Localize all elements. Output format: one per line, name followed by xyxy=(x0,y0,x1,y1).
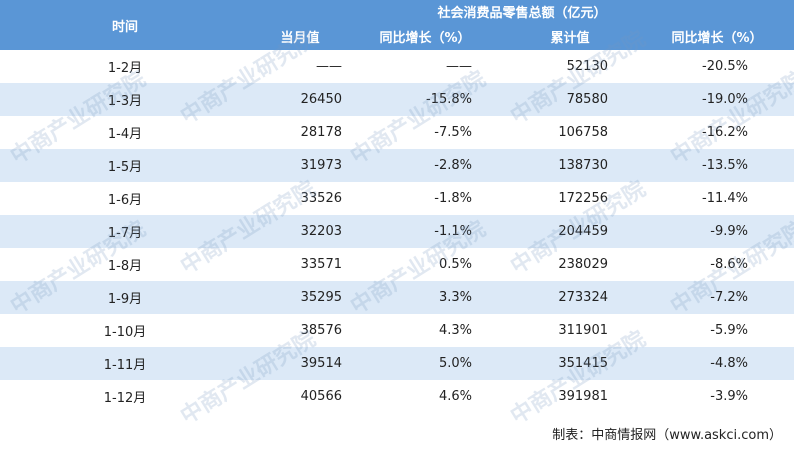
header-cell: 同比增长（%） xyxy=(350,22,500,50)
header-cell: 累计值 xyxy=(500,22,640,50)
table-cell: 0.5% xyxy=(438,257,472,272)
table-cell: 4.6% xyxy=(438,389,472,404)
table-cell: -15.8% xyxy=(350,83,500,116)
table-cell: 351415 xyxy=(500,347,640,380)
table-cell: 311901 xyxy=(558,323,608,338)
table-cell: 391981 xyxy=(558,389,608,404)
table-cell: 32203 xyxy=(250,215,350,248)
table-cell: -4.8% xyxy=(640,347,794,380)
table-cell: 204459 xyxy=(500,215,640,248)
table-cell: -5.9% xyxy=(710,323,749,338)
table-row: 1-3月 26450 -15.8% 78580 -19.0% xyxy=(0,83,794,116)
table-cell: 1-7月 xyxy=(0,215,250,248)
table-cell: 28178 xyxy=(300,125,342,140)
table-cell: -13.5% xyxy=(640,149,794,182)
table-cell: -19.0% xyxy=(640,83,794,116)
table-cell: 138730 xyxy=(500,149,640,182)
source-note: 制表：中商情报网（www.askci.com） xyxy=(552,428,782,443)
table-cell: 40566 xyxy=(300,389,342,404)
table-cell: -11.4% xyxy=(702,191,749,206)
table-row: 1-5月 31973 -2.8% 138730 -13.5% xyxy=(0,149,794,182)
table-cell: 1-3月 xyxy=(0,83,250,116)
table-cell: 52130 xyxy=(566,59,608,74)
table-cell: 33526 xyxy=(300,191,342,206)
table-cell: 31973 xyxy=(250,149,350,182)
table-cell: —— xyxy=(446,59,472,74)
table-cell: -2.8% xyxy=(350,149,500,182)
table-cell: 4.3% xyxy=(438,323,472,338)
table-cell: 1-5月 xyxy=(0,149,250,182)
table-row: 1-10月 38576 4.3% 311901 -5.9% xyxy=(0,314,794,347)
header-cell: 同比增长（%） xyxy=(640,22,794,50)
table-cell: 3.3% xyxy=(350,281,500,314)
header-cell: 社会消费品零售总额（亿元） xyxy=(250,0,794,22)
table-cell: 35295 xyxy=(250,281,350,314)
table-cell: 1-9月 xyxy=(0,281,250,314)
table-cell: 106758 xyxy=(558,125,608,140)
table-cell: 1-6月 xyxy=(107,193,143,208)
table-cell: 33571 xyxy=(300,257,342,272)
data-table: 时间 社会消费品零售总额（亿元） 当月值 同比增长（%） 累计值 同比增长（%） 1-… xyxy=(0,0,794,413)
table-cell: 39514 xyxy=(250,347,350,380)
table-cell: 38576 xyxy=(300,323,342,338)
table-row: 1-9月 35295 3.3% 273324 -7.2% xyxy=(0,281,794,314)
table-cell: 273324 xyxy=(500,281,640,314)
table-cell: 1-4月 xyxy=(107,127,143,142)
table-row: 1-2月 —— —— 52130 -20.5% xyxy=(0,50,794,83)
table-cell: 5.0% xyxy=(350,347,500,380)
table-cell: 172256 xyxy=(558,191,608,206)
table-cell: -7.2% xyxy=(640,281,794,314)
table-cell: -7.5% xyxy=(434,125,472,140)
table-row: 1-7月 32203 -1.1% 204459 -9.9% xyxy=(0,215,794,248)
table-cell: 26450 xyxy=(250,83,350,116)
table-row: 1-12月 40566 4.6% 391981 -3.9% xyxy=(0,380,794,413)
table-cell: 1-11月 xyxy=(0,347,250,380)
header-cell: 时间 xyxy=(0,0,250,50)
table-cell: 1-10月 xyxy=(103,325,147,340)
table-cell: 1-12月 xyxy=(103,391,147,406)
table-cell: -1.1% xyxy=(350,215,500,248)
table-cell: -1.8% xyxy=(434,191,472,206)
table-cell: -16.2% xyxy=(702,125,749,140)
table-cell: 1-8月 xyxy=(107,259,143,274)
table-row: 1-11月 39514 5.0% 351415 -4.8% xyxy=(0,347,794,380)
table-row: 1-4月 28178 -7.5% 106758 -16.2% xyxy=(0,116,794,149)
header-cell: 当月值 xyxy=(250,22,350,50)
table-cell: -9.9% xyxy=(640,215,794,248)
table-row: 1-8月 33571 0.5% 238029 -8.6% xyxy=(0,248,794,281)
table-cell: -3.9% xyxy=(710,389,749,404)
table-cell: —— xyxy=(316,59,342,74)
table-cell: -20.5% xyxy=(702,59,749,74)
table-cell: 78580 xyxy=(500,83,640,116)
table-row: 1-6月 33526 -1.8% 172256 -11.4% xyxy=(0,182,794,215)
table-cell: 238029 xyxy=(558,257,608,272)
table-cell: 1-2月 xyxy=(107,61,143,76)
table-cell: -8.6% xyxy=(710,257,749,272)
